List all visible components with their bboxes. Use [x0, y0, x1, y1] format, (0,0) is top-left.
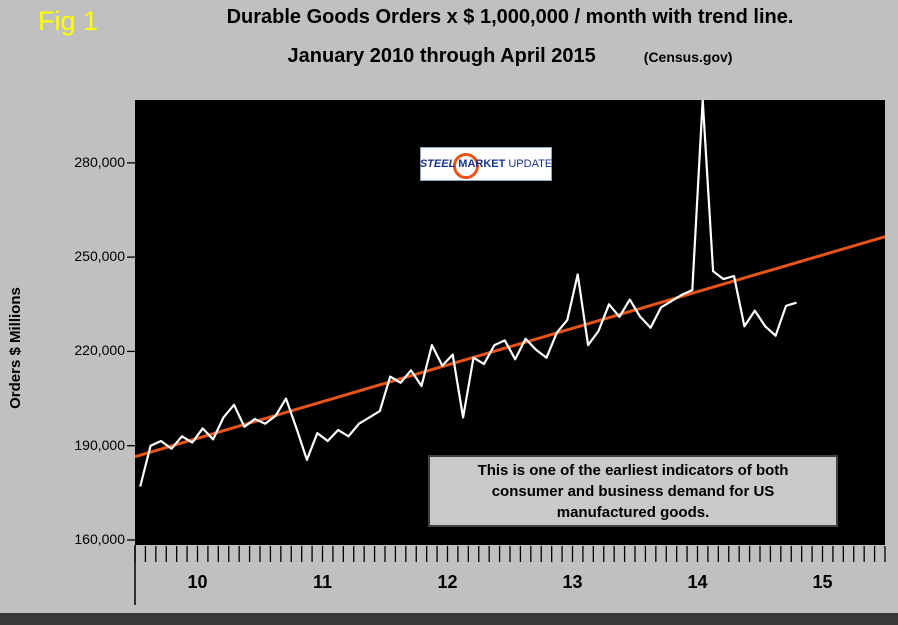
figure-label: Fig 1: [38, 6, 99, 36]
y-axis-title: Orders $ Millions: [7, 287, 24, 409]
y-tick-label: 190,000: [74, 436, 125, 453]
trend-line: [135, 235, 885, 459]
chart-title-line1: Durable Goods Orders x $ 1,000,000 / mon…: [226, 6, 794, 28]
year-label: 12: [437, 572, 458, 592]
smu-logo-text: STEEL MARKET UPDATE: [419, 148, 553, 180]
year-label: 15: [812, 572, 833, 592]
y-tick-label: 280,000: [74, 153, 125, 170]
smu-logo: STEEL MARKET UPDATE: [420, 147, 552, 181]
smu-logo-ring-icon: [453, 153, 479, 179]
annotation-line3: manufactured goods.: [556, 503, 710, 521]
data-line: [139, 100, 797, 487]
smu-logo-update: UPDATE: [508, 158, 553, 170]
line-chart-svg: [135, 100, 885, 487]
year-label: 10: [187, 572, 208, 592]
smu-logo-steel: STEEL: [419, 158, 456, 170]
y-tick-label: 220,000: [74, 342, 125, 359]
chart-title: Durable Goods Orders x $ 1,000,000 / mon…: [135, 6, 885, 68]
year-label: 14: [687, 572, 708, 592]
year-label: 13: [562, 572, 583, 592]
y-tick-label: 160,000: [74, 530, 125, 547]
chart-title-line2: January 2010 through April 2015: [287, 45, 596, 67]
bottom-bar: [0, 613, 898, 625]
annotation-line1: This is one of the earliest indicators o…: [477, 461, 789, 479]
annotation-box: This is one of the earliest indicators o…: [428, 455, 838, 527]
smu-logo-market: MARKET: [458, 158, 506, 170]
y-tick-label: 250,000: [74, 248, 125, 265]
year-label: 11: [312, 572, 333, 592]
annotation-line2: consumer and business demand for US: [491, 482, 775, 500]
chart-source: (Census.gov): [643, 49, 733, 65]
